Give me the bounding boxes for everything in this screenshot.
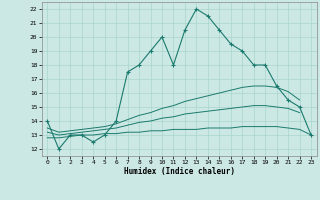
- X-axis label: Humidex (Indice chaleur): Humidex (Indice chaleur): [124, 167, 235, 176]
